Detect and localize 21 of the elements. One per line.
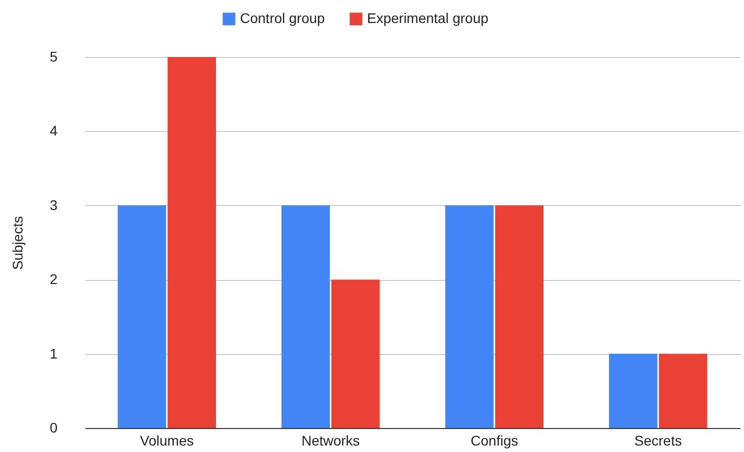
y-tick-label: 0 <box>50 420 58 436</box>
y-tick-label: 3 <box>50 196 58 213</box>
x-tick-label: Configs <box>470 432 518 448</box>
y-tick-label: 4 <box>50 122 58 139</box>
bar <box>495 205 544 428</box>
bar <box>118 205 166 428</box>
bar <box>331 280 380 428</box>
y-tick-label: 5 <box>50 48 58 64</box>
x-tick-label: Secrets <box>634 432 682 448</box>
y-tick-label: 2 <box>50 271 58 288</box>
x-tick-label: Volumes <box>140 432 194 448</box>
bar <box>658 354 708 428</box>
bar <box>609 354 658 428</box>
y-tick-label: 1 <box>50 345 58 362</box>
bar <box>168 57 216 428</box>
legend-label: Control group <box>240 10 326 26</box>
bar <box>445 205 494 428</box>
legend-label: Experimental group <box>367 10 489 26</box>
bar <box>282 205 330 428</box>
x-tick-label: Networks <box>301 432 360 448</box>
y-axis-title: Subjects <box>10 216 26 270</box>
